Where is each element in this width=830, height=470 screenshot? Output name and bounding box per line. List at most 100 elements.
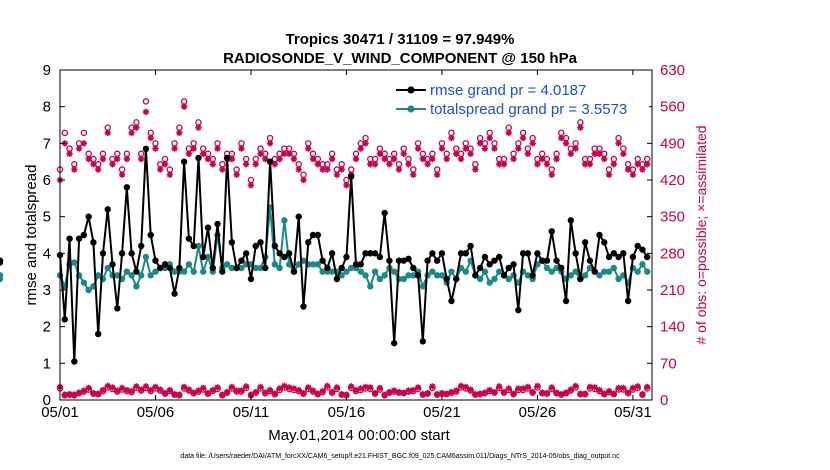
- x-tick-label: 05/26: [519, 404, 557, 421]
- obs-possible-point: [133, 119, 140, 126]
- obs-assimilated-point: [71, 166, 78, 173]
- totalspread-point: [476, 275, 484, 283]
- rmse-point: [405, 255, 412, 263]
- obs-assimilated-point: [328, 155, 336, 163]
- obs-assimilated-point-low: [601, 390, 608, 397]
- obs-possible-point: [214, 140, 221, 147]
- obs-possible-point: [610, 155, 618, 163]
- obs-assimilated-point: [438, 145, 446, 152]
- y-tick-label: 7: [43, 135, 51, 152]
- rmse-point: [615, 253, 622, 261]
- rmse-point: [80, 231, 88, 239]
- obs-assimilated-point: [472, 166, 479, 173]
- x-tick-label: 05/01: [41, 404, 79, 421]
- totalspread-point: [567, 272, 575, 279]
- rmse-point: [620, 250, 627, 257]
- obs-assimilated-point: [562, 140, 570, 147]
- obs-assimilated-point-low: [386, 388, 393, 396]
- obs-assimilated-point: [123, 155, 131, 163]
- rmse-point: [281, 253, 288, 261]
- obs-assimilated-point: [400, 150, 407, 158]
- totalspread-point: [185, 261, 193, 268]
- obs-assimilated-point-low: [462, 383, 470, 391]
- obs-assimilated-point-low: [281, 382, 288, 390]
- obs-assimilated-point: [515, 145, 522, 152]
- obs-possible-point: [305, 140, 312, 147]
- totalspread-point: [496, 268, 503, 275]
- totalspread-point: [448, 268, 455, 275]
- rmse-point: [190, 242, 197, 250]
- obs-assimilated-point-low: [247, 391, 255, 398]
- obs-assimilated-point-low: [94, 390, 102, 397]
- obs-possible-point: [104, 124, 111, 131]
- obs-assimilated-point: [591, 150, 598, 158]
- obs-assimilated-point-low: [348, 383, 355, 390]
- obs-possible-point: [524, 145, 532, 152]
- rmse-point: [410, 264, 417, 272]
- rmse-point: [548, 228, 555, 235]
- obs-assimilated-point-low: [596, 386, 603, 394]
- x-tick-label: 05/16: [328, 404, 366, 421]
- obs-assimilated-point: [238, 145, 245, 152]
- obs-assimilated-point-low: [543, 389, 551, 397]
- rmse-point: [142, 145, 150, 153]
- obs-assimilated-point: [219, 166, 226, 173]
- rmse-point: [209, 264, 216, 272]
- obs-possible-point: [390, 150, 398, 158]
- obs-possible-point: [195, 119, 202, 126]
- obs-possible-point: [448, 129, 455, 137]
- obs-assimilated-point-low: [166, 386, 174, 394]
- totalspread-point: [180, 268, 188, 275]
- totalspread-point: [128, 272, 135, 279]
- totalspread-point: [610, 264, 618, 272]
- rmse-point: [443, 275, 450, 283]
- y-axis-right: 0 70 140 210 280 350 420 490 560 630: [647, 62, 685, 409]
- obs-assimilated-point: [457, 155, 465, 163]
- rmse-point: [467, 242, 474, 250]
- totalspread-point: [505, 275, 512, 283]
- obs-assimilated-point: [429, 155, 436, 163]
- rmse-point: [223, 154, 231, 162]
- rmse-point: [381, 209, 388, 217]
- obs-possible-point: [309, 150, 317, 158]
- obs-assimilated-point: [524, 150, 532, 158]
- legend-rmse-marker: [407, 86, 415, 94]
- obs-assimilated-point: [453, 150, 460, 158]
- rmse-point: [99, 250, 107, 257]
- chart-title-line2: RADIOSONDE_V_WIND_COMPONENT @ 150 hPa: [223, 50, 578, 67]
- obs-assimilated-point-low: [424, 389, 431, 397]
- obs-possible-point: [328, 150, 336, 158]
- rmse-point: [128, 250, 135, 257]
- obs-assimilated-point: [390, 155, 398, 163]
- obs-assimilated-point: [285, 150, 293, 158]
- obs-assimilated-point-low: [66, 391, 73, 398]
- rmse-point: [567, 217, 575, 224]
- legend: rmse grand pr = 4.0187 totalspread grand…: [392, 76, 649, 118]
- obs-assimilated-point-low: [324, 382, 331, 390]
- obs-assimilated-point: [491, 145, 498, 152]
- totalspread-point: [605, 268, 613, 275]
- totalspread-point: [491, 275, 498, 283]
- rmse-point: [90, 239, 97, 246]
- obs-possible-point: [343, 176, 350, 184]
- rmse-point: [147, 231, 154, 239]
- rmse-point: [558, 264, 565, 272]
- obs-assimilated-point-low: [405, 387, 412, 394]
- obs-assimilated-point: [137, 155, 145, 163]
- obs-assimilated-point: [467, 150, 474, 158]
- obs-assimilated-point-low: [114, 387, 121, 394]
- obs-assimilated-point: [548, 171, 555, 178]
- obs-assimilated-point: [252, 161, 259, 168]
- obs-assimilated-point-low: [562, 389, 570, 396]
- y-right-tick-label: 140: [660, 319, 685, 336]
- totalspread-point: [601, 268, 608, 275]
- obs-assimilated-point-low: [276, 385, 283, 392]
- obs-assimilated-point: [405, 161, 412, 168]
- rmse-point: [577, 275, 584, 283]
- rmse-point: [367, 250, 374, 257]
- obs-assimilated-point: [185, 150, 193, 158]
- obs-assimilated-point-low: [534, 382, 541, 390]
- plot-frame: [59, 69, 653, 401]
- obs-assimilated-point-low: [639, 391, 646, 398]
- rmse-point: [515, 306, 522, 314]
